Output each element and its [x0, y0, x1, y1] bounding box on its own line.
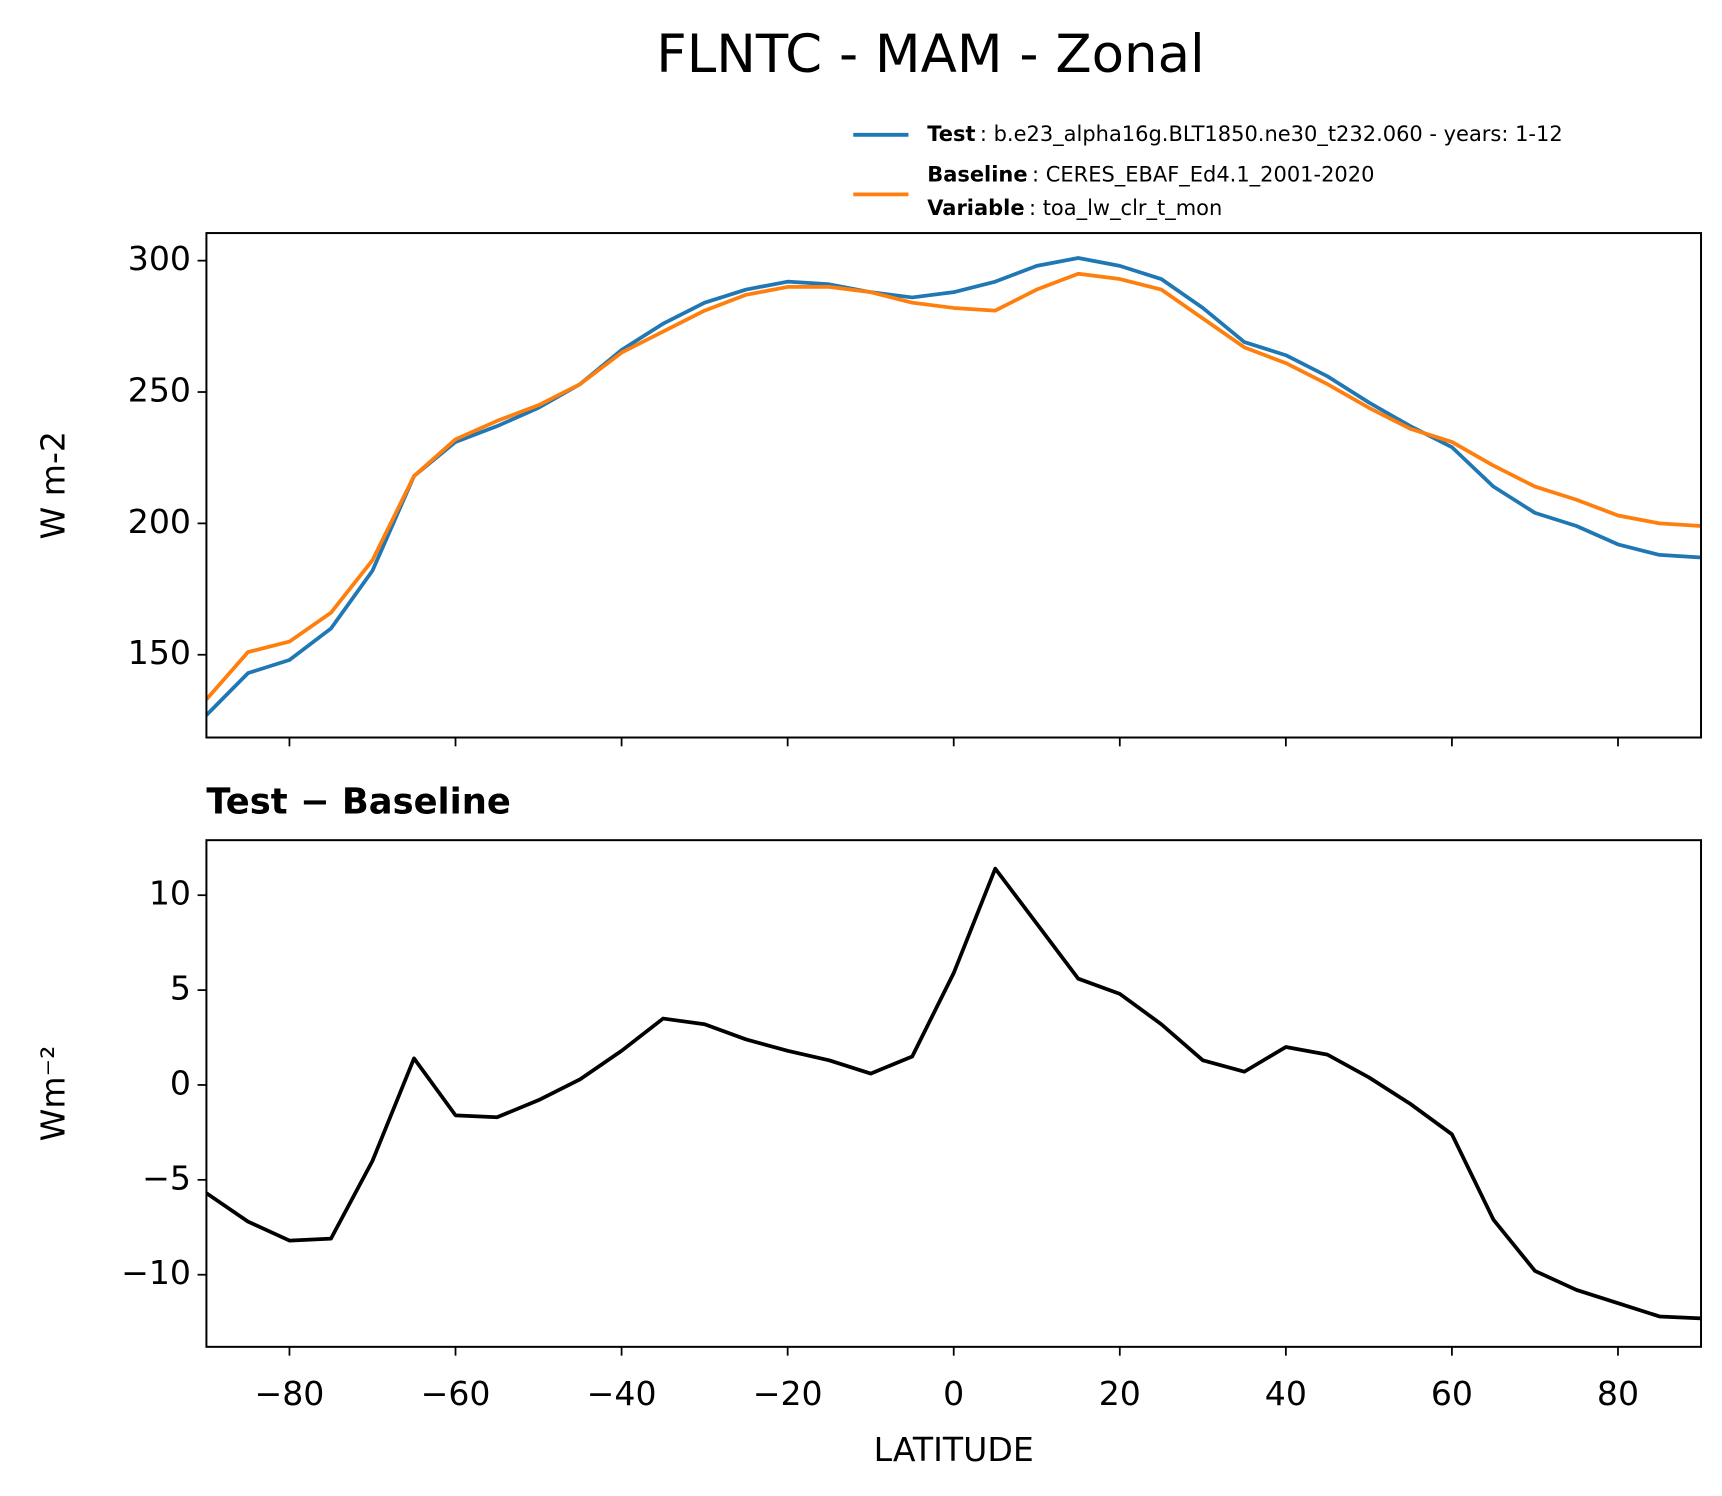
panel-title: Test − Baseline	[206, 782, 510, 823]
axes-frame	[205, 839, 1703, 1348]
y-axis-label: Wm⁻²	[34, 1046, 73, 1142]
y-tick-label: −5	[142, 1158, 191, 1197]
y-tick-label: 0	[170, 1063, 191, 1102]
legend-entry: Baseline: CERES_EBAF_Ed4.1_2001-2020	[927, 163, 1374, 188]
series-line	[206, 256, 1702, 717]
x-tick-label: −20	[753, 1374, 823, 1413]
legend-label: : toa_lw_clr_t_mon	[1029, 196, 1222, 221]
y-tick-label: 300	[128, 239, 191, 278]
legend-name: Baseline	[927, 163, 1027, 187]
x-tick-label: −60	[421, 1374, 491, 1413]
y-tick-label: 200	[128, 502, 191, 541]
x-tick-label: 0	[943, 1374, 964, 1413]
y-axis-label: W m-2	[34, 431, 73, 540]
y-tick-label: 250	[128, 371, 191, 410]
x-tick-label: 80	[1597, 1374, 1639, 1413]
x-tick-label: 60	[1431, 1374, 1473, 1413]
x-tick-label: 40	[1265, 1374, 1307, 1413]
axes-frame	[205, 232, 1703, 739]
legend-name: Test	[927, 122, 975, 146]
chart-title: FLNTC - MAM - Zonal	[656, 24, 1204, 85]
legend-name: Variable	[927, 196, 1024, 220]
y-tick-label: 10	[149, 874, 191, 913]
y-tick-label: −10	[121, 1253, 191, 1292]
x-tick-label: −80	[255, 1374, 325, 1413]
legend-label: : CERES_EBAF_Ed4.1_2001-2020	[1032, 163, 1374, 188]
x-axis-label: LATITUDE	[874, 1430, 1034, 1469]
x-tick-label: −40	[587, 1374, 657, 1413]
series-line	[206, 866, 1702, 1321]
legend-entry: Variable: toa_lw_clr_t_mon	[927, 196, 1222, 221]
legend-label: : b.e23_alpha16g.BLT1850.ne30_t232.060 -…	[980, 122, 1563, 147]
y-tick-label: 150	[128, 633, 191, 672]
series-line	[206, 271, 1702, 701]
legend-entry: Test: b.e23_alpha16g.BLT1850.ne30_t232.0…	[927, 122, 1562, 147]
y-tick-label: 5	[170, 969, 191, 1008]
x-tick-label: 20	[1099, 1374, 1141, 1413]
